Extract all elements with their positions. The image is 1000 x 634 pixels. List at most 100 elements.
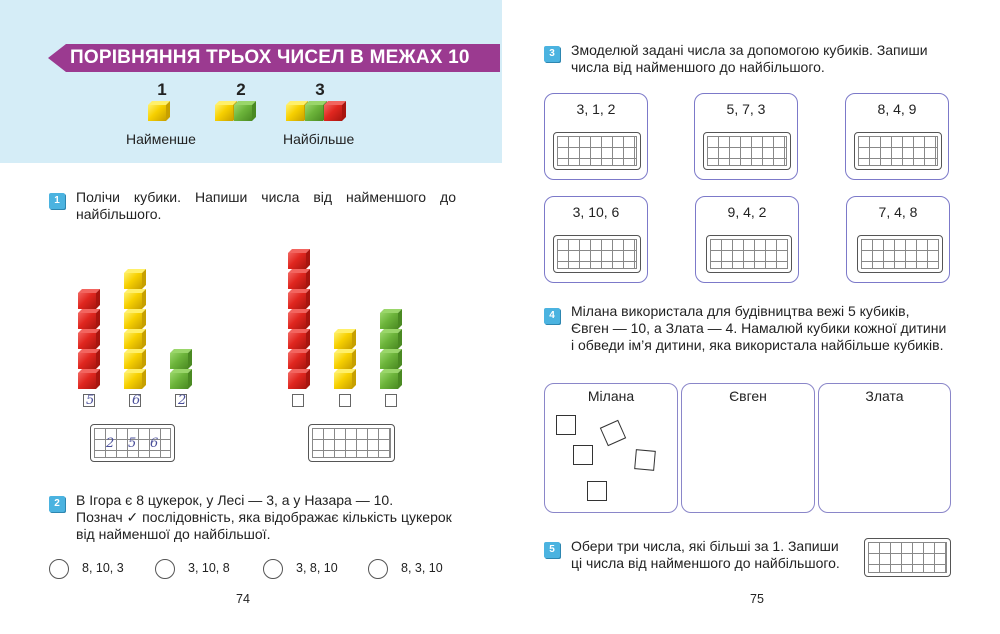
answer-box[interactable] — [83, 394, 95, 407]
yellow-cube — [124, 349, 146, 369]
red-cube — [78, 309, 100, 329]
child-name-zlata[interactable]: Злата — [865, 388, 904, 404]
red-cube — [288, 329, 310, 349]
writing-grid[interactable] — [703, 132, 791, 170]
option-label: 8, 10, 3 — [82, 561, 124, 575]
option-label: 8, 3, 10 — [401, 561, 443, 575]
yellow-cube — [124, 329, 146, 349]
red-cube — [288, 249, 310, 269]
red-cube — [288, 349, 310, 369]
red-cube — [78, 329, 100, 349]
option-label: 3, 10, 8 — [188, 561, 230, 575]
red-cube — [78, 369, 100, 389]
green-cube — [234, 101, 256, 121]
handwritten-answer: 2 — [106, 436, 115, 451]
red-cube — [324, 101, 346, 121]
writing-grid[interactable] — [90, 424, 175, 462]
child-name-milana[interactable]: Мілана — [587, 388, 635, 404]
task2-line2: Познач ✓ послідовність, яка відображає к… — [76, 509, 452, 525]
answer-box[interactable] — [129, 394, 141, 407]
task3-badge: 3 — [544, 46, 560, 62]
card-numbers: 7, 4, 8 — [878, 204, 918, 220]
red-cube — [288, 289, 310, 309]
page-title: ПОРІВНЯННЯ ТРЬОХ ЧИСЕЛ В МЕЖАХ 10 — [48, 44, 500, 72]
green-cube — [380, 329, 402, 349]
task5-line1: Обери три числа, які більші за 1. Запиши — [571, 538, 839, 554]
drawn-cube — [587, 481, 607, 501]
handwritten-answer: 2 — [178, 393, 187, 408]
drawn-cube — [573, 445, 593, 465]
option-radio[interactable] — [155, 559, 175, 579]
task3-line2: числа від найменшого до найбільшого. — [571, 59, 825, 75]
card-numbers: 3, 10, 6 — [572, 204, 620, 220]
yellow-cube — [148, 101, 170, 121]
task5-badge: 5 — [544, 542, 560, 558]
answer-box[interactable] — [175, 394, 187, 407]
number-card: 3, 10, 6 — [544, 196, 648, 283]
label-most: Найбільше — [283, 131, 355, 147]
page-number-left: 74 — [236, 592, 250, 606]
task4-line2: Євген — 10, а Злата — 4. Намалюй кубики … — [571, 320, 947, 336]
answer-box[interactable] — [385, 394, 397, 407]
card-numbers: 9, 4, 2 — [727, 204, 767, 220]
yellow-cube — [124, 289, 146, 309]
yellow-cube — [124, 369, 146, 389]
task4-line3: і обведи ім’я дитини, яка використала на… — [571, 337, 944, 353]
header-band — [0, 0, 502, 163]
handwritten-answer: 6 — [150, 436, 159, 451]
green-cube — [170, 369, 192, 389]
intro-number-1: 1 — [157, 80, 167, 99]
number-card: 9, 4, 2 — [695, 196, 799, 283]
drawn-cube — [599, 419, 627, 447]
handwritten-answer: 5 — [86, 393, 95, 408]
card-numbers: 5, 7, 3 — [726, 101, 766, 117]
green-cube — [170, 349, 192, 369]
drawing-panel-zlata[interactable]: Злата — [818, 383, 951, 513]
red-cube — [288, 269, 310, 289]
yellow-cube — [334, 349, 356, 369]
red-cube — [78, 349, 100, 369]
child-name-yevhen[interactable]: Євген — [729, 388, 767, 404]
green-cube — [380, 349, 402, 369]
writing-grid[interactable] — [308, 424, 395, 462]
red-cube — [288, 309, 310, 329]
yellow-cube — [124, 309, 146, 329]
drawing-panel-yevhen[interactable]: Євген — [681, 383, 815, 513]
drawn-cube — [634, 449, 656, 471]
green-cube — [380, 369, 402, 389]
intro-number-3: 3 — [315, 80, 325, 99]
answer-box[interactable] — [339, 394, 351, 407]
writing-grid[interactable] — [854, 132, 942, 170]
task4-line1: Мілана використала для будівництва вежі … — [571, 303, 910, 319]
card-numbers: 8, 4, 9 — [877, 101, 917, 117]
number-card: 8, 4, 9 — [845, 93, 949, 180]
red-cube — [288, 369, 310, 389]
task2-line1: В Ігора є 8 цукерок, у Лесі — 3, а у Наз… — [76, 492, 394, 508]
answer-box[interactable] — [292, 394, 304, 407]
yellow-cube — [334, 369, 356, 389]
task5-line2: ці числа від найменшого до найбільшого. — [571, 555, 840, 571]
task1-text: Полічи кубики. Напиши числа від найменшо… — [76, 189, 456, 222]
option-radio[interactable] — [49, 559, 69, 579]
task2-line3: від найменшої до найбільшої. — [76, 526, 271, 542]
writing-grid[interactable] — [553, 235, 641, 273]
writing-grid[interactable] — [864, 538, 951, 577]
yellow-cube — [124, 269, 146, 289]
drawn-cube — [556, 415, 576, 435]
option-radio[interactable] — [263, 559, 283, 579]
writing-grid[interactable] — [706, 235, 792, 273]
handwritten-answer: 6 — [132, 393, 141, 408]
intro-number-2: 2 — [236, 80, 246, 99]
drawing-panel-milana[interactable]: Мілана — [544, 383, 678, 513]
handwritten-answer: 5 — [128, 436, 137, 451]
writing-grid[interactable] — [553, 132, 641, 170]
green-cube — [380, 309, 402, 329]
card-numbers: 3, 1, 2 — [576, 101, 616, 117]
option-radio[interactable] — [368, 559, 388, 579]
task4-badge: 4 — [544, 308, 560, 324]
writing-grid[interactable] — [857, 235, 943, 273]
number-card: 7, 4, 8 — [846, 196, 950, 283]
yellow-cube — [334, 329, 356, 349]
page-number-right: 75 — [750, 592, 764, 606]
red-cube — [78, 289, 100, 309]
